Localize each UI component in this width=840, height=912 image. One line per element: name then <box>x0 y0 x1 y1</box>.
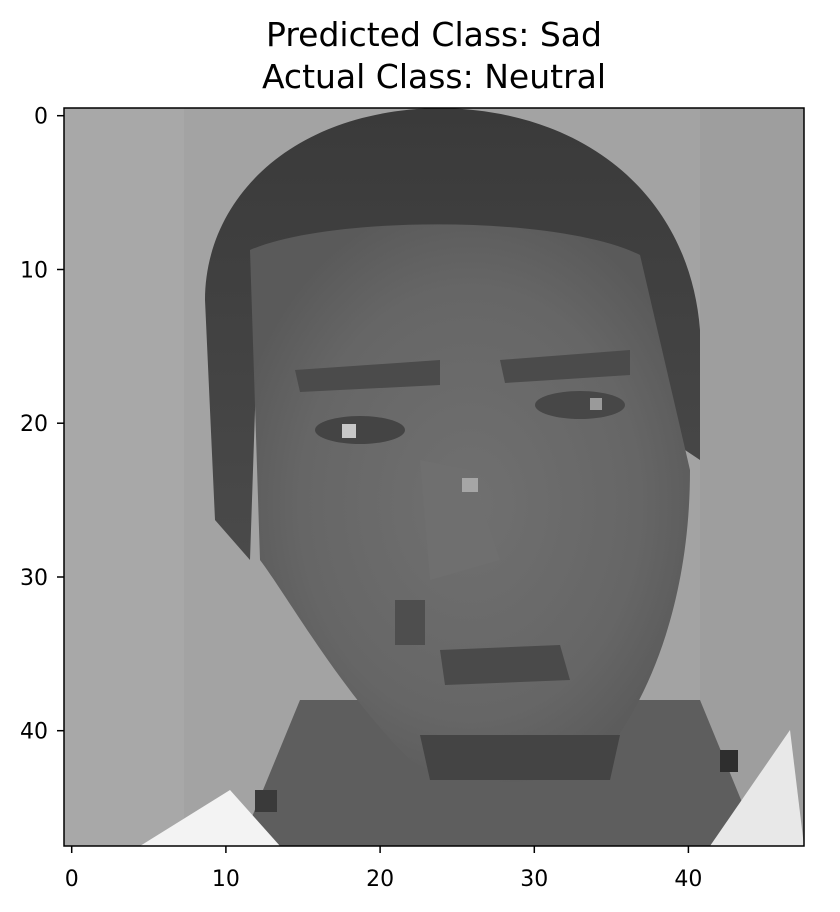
x-tick-label: 30 <box>520 867 548 892</box>
x-tick-label: 40 <box>674 867 702 892</box>
x-tick-label: 0 <box>65 867 79 892</box>
y-tick-label: 20 <box>20 412 48 437</box>
nostril-shadow <box>395 600 425 645</box>
y-tick-label: 30 <box>20 566 48 591</box>
face-image <box>64 108 804 846</box>
dark-patch-right <box>720 750 738 772</box>
left-eye-highlight <box>342 424 356 438</box>
x-axis: 0 10 20 30 40 <box>65 846 703 892</box>
right-eye <box>535 391 625 419</box>
mouth <box>440 645 570 685</box>
y-tick-label: 10 <box>20 259 48 284</box>
y-tick-label: 40 <box>20 720 48 745</box>
right-eye-highlight <box>590 398 602 410</box>
x-tick-label: 10 <box>212 867 240 892</box>
x-tick-label: 20 <box>366 867 394 892</box>
chin-shadow <box>420 735 620 780</box>
y-tick-label: 0 <box>34 105 48 130</box>
nose-highlight <box>462 478 478 492</box>
dark-patch-left <box>255 790 277 812</box>
image-background-left <box>64 108 184 846</box>
y-axis: 0 10 20 30 40 <box>20 105 64 745</box>
left-eye <box>315 416 405 444</box>
